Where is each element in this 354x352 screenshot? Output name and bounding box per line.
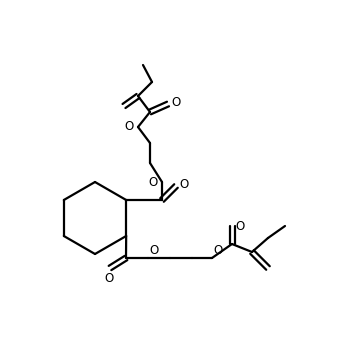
Text: O: O (213, 244, 223, 257)
Text: O: O (104, 271, 114, 284)
Text: O: O (149, 244, 159, 257)
Text: O: O (179, 178, 189, 191)
Text: O: O (124, 120, 133, 133)
Text: O: O (148, 176, 158, 189)
Text: O: O (235, 220, 245, 233)
Text: O: O (171, 96, 181, 109)
